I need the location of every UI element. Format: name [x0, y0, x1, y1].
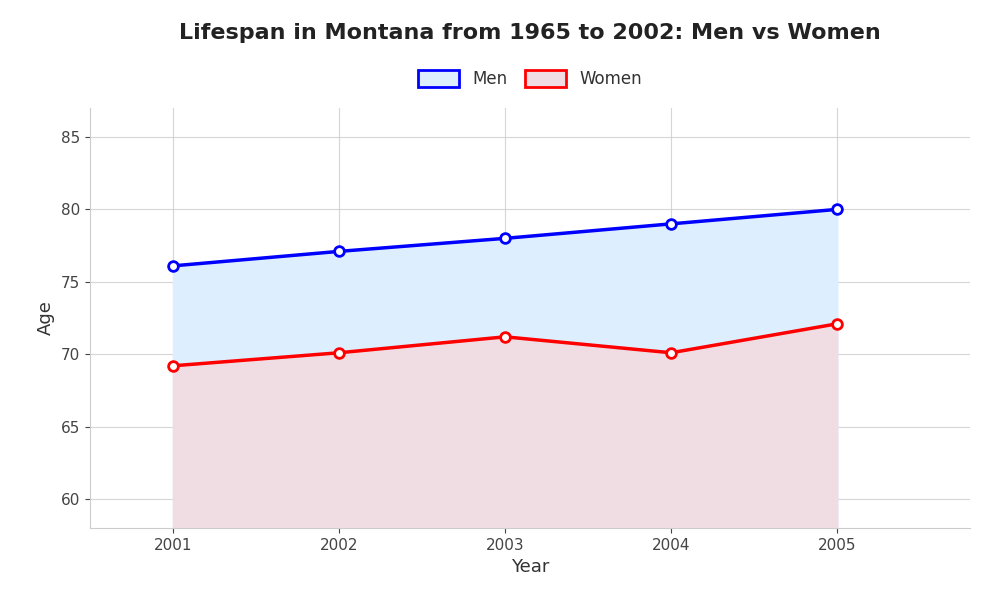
- Y-axis label: Age: Age: [37, 301, 55, 335]
- Legend: Men, Women: Men, Women: [409, 62, 651, 97]
- Title: Lifespan in Montana from 1965 to 2002: Men vs Women: Lifespan in Montana from 1965 to 2002: M…: [179, 23, 881, 43]
- X-axis label: Year: Year: [511, 558, 549, 576]
